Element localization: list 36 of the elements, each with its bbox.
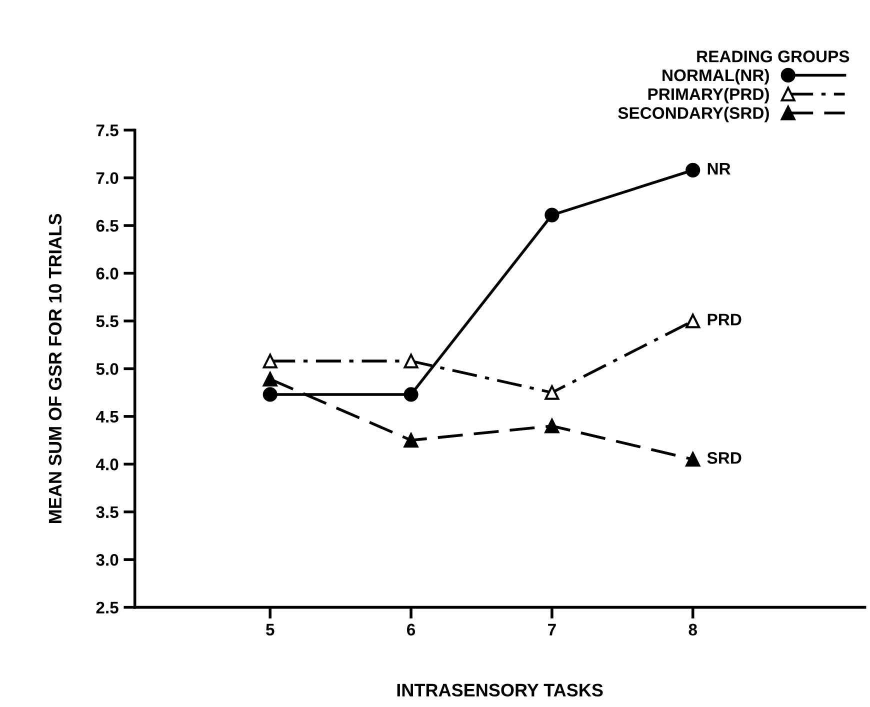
y-axis-title: MEAN SUM OF GSR FOR 10 TRIALS [48, 214, 62, 523]
x-tick-label: 6 [407, 624, 416, 636]
annotation: NR [708, 163, 730, 174]
point [544, 418, 560, 434]
point [686, 452, 700, 467]
y-tick-label: 5.5 [96, 316, 118, 328]
x-tick-label: 5 [266, 624, 274, 636]
legend-label: SECONDARY(SRD) [618, 106, 769, 122]
x-tick-label: 7 [548, 624, 556, 636]
legend-label: NORMAL(NR) [662, 68, 769, 85]
point [262, 387, 278, 402]
legend-label: PRIMARY(PRD) [648, 88, 769, 104]
annotation: SRD [707, 452, 742, 464]
point [262, 354, 278, 368]
y-tick-label: 4.0 [96, 458, 118, 470]
y-tick-label: 2.5 [96, 602, 118, 614]
point [686, 314, 700, 328]
y-tick-label: 3.5 [96, 506, 118, 518]
point [404, 432, 418, 448]
y-tick-label: 6.5 [96, 220, 118, 232]
legend-title: READING GROUPS [697, 50, 850, 62]
x-axis-title: INTRASENSORY TASKS [397, 684, 603, 697]
y-tick-label: 7.5 [96, 124, 118, 136]
x-tick-label: 8 [688, 624, 697, 636]
point [686, 162, 700, 178]
point [544, 208, 560, 222]
y-tick-label: 5.0 [96, 363, 118, 375]
point [404, 354, 418, 368]
annotation: PRD [708, 314, 742, 326]
point [262, 372, 278, 386]
point [404, 387, 418, 402]
y-tick-label: 3.0 [96, 554, 118, 566]
y-tick-label: 7.0 [96, 172, 118, 184]
y-tick-label: 4.5 [96, 410, 118, 423]
point [544, 385, 560, 400]
y-tick-label: 6.0 [96, 268, 118, 280]
